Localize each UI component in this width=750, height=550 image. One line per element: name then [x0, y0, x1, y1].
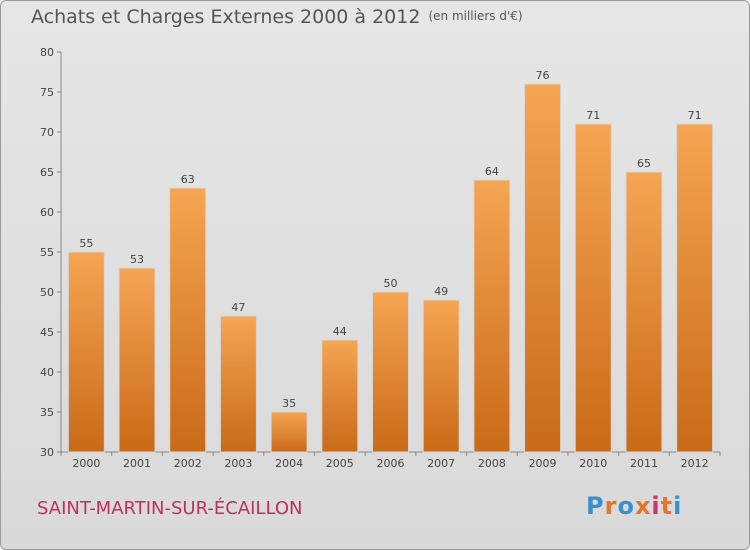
value-label: 50: [384, 277, 398, 290]
value-label: 63: [181, 173, 195, 186]
bar: [219, 315, 257, 453]
bar: [270, 411, 308, 453]
value-label: 71: [688, 109, 702, 122]
x-tick-label: 2007: [427, 457, 455, 470]
value-label: 35: [282, 397, 296, 410]
x-tick-label: 2001: [123, 457, 151, 470]
x-tick-label: 2009: [529, 457, 557, 470]
y-tick-label: 75: [40, 86, 54, 99]
y-tick-label: 40: [40, 366, 54, 379]
value-label: 76: [536, 69, 550, 82]
bar: [676, 123, 714, 453]
value-label: 65: [637, 157, 651, 170]
bar: [169, 187, 207, 453]
x-tick-label: 2010: [579, 457, 607, 470]
proxiti-logo[interactable]: Proxiti: [586, 492, 682, 520]
chart-title: Achats et Charges Externes 2000 à 2012 (e…: [31, 6, 523, 28]
x-tick-label: 2008: [478, 457, 506, 470]
bar: [372, 291, 409, 453]
bars: [67, 83, 714, 453]
y-tick-label: 80: [40, 46, 54, 59]
x-tick-label: 2000: [72, 457, 100, 470]
value-label: 71: [586, 109, 600, 122]
bar: [321, 339, 359, 453]
x-tick-label: 2003: [224, 457, 252, 470]
x-tick-label: 2012: [681, 457, 709, 470]
value-label: 44: [333, 325, 347, 338]
y-tick-label: 30: [40, 446, 54, 459]
logo-letter: r: [604, 492, 618, 520]
unit-label: (en milliers d'€): [428, 9, 523, 23]
y-tick-label: 70: [40, 126, 54, 139]
value-label: 55: [79, 237, 93, 250]
value-label: 47: [231, 301, 245, 314]
bar: [625, 171, 663, 453]
bar: [524, 83, 562, 453]
value-label: 49: [434, 285, 448, 298]
x-tick-label: 2006: [377, 457, 405, 470]
data-labels: 55 53 63 47 35 44 50 49 64 76 71 65 71: [79, 69, 701, 410]
y-tick-label: 60: [40, 206, 54, 219]
x-tick-label: 2004: [275, 457, 303, 470]
bar: [473, 179, 511, 453]
bar: [118, 267, 156, 453]
bar: [422, 299, 460, 453]
value-label: 64: [485, 165, 499, 178]
title-text: Achats et Charges Externes 2000 à 2012: [31, 6, 421, 28]
value-label: 53: [130, 253, 144, 266]
logo-letter: t: [660, 492, 674, 520]
x-tick-label: 2002: [174, 457, 202, 470]
x-tick-label: 2005: [326, 457, 354, 470]
logo-letter: o: [617, 492, 635, 520]
logo-letter: i: [651, 492, 661, 520]
bar: [574, 123, 612, 453]
commune-name: SAINT-MARTIN-SUR-ÉCAILLON: [37, 498, 303, 519]
logo-letter: P: [586, 492, 605, 520]
y-tick-label: 45: [40, 326, 54, 339]
logo-letter: i: [673, 492, 683, 520]
y-tick-label: 35: [40, 406, 54, 419]
y-tick-label: 55: [40, 246, 54, 259]
bar: [67, 251, 105, 453]
x-tick-label: 2011: [630, 457, 658, 470]
y-tick-label: 65: [40, 166, 54, 179]
logo-letter: x: [634, 492, 652, 520]
y-tick-label: 50: [40, 286, 54, 299]
